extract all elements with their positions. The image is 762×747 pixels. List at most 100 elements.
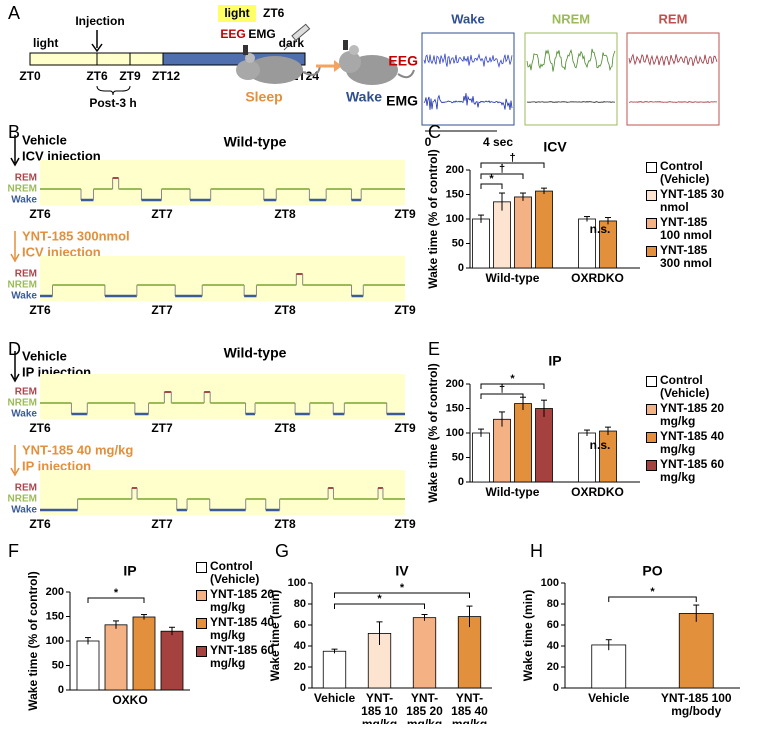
zt-label: ZT8 [274, 303, 296, 317]
state-label: NREM [8, 184, 37, 195]
zt-label: ZT6 [29, 303, 51, 317]
significance-bracket [608, 596, 697, 602]
legend-swatch [646, 190, 657, 201]
chart-title: IP [123, 563, 136, 579]
legend-swatch [646, 162, 657, 173]
x-tick-label-body: Vehicle [312, 692, 357, 705]
treatment-label: Vehicle [22, 348, 67, 363]
state-label: NREM [8, 398, 37, 409]
y-tick-label: 50 [452, 237, 464, 249]
legend-label: Control (Vehicle) [210, 560, 260, 586]
bar [104, 624, 128, 691]
legend-entry: YNT-185 60 mg/kg [646, 458, 760, 484]
injection-arrowhead [91, 43, 103, 53]
state-label: REM [15, 387, 37, 398]
y-axis-label: Wake time (min) [521, 590, 535, 682]
legend-label: YNT-185 60 mg/kg [210, 643, 275, 670]
hypnogram-title: Wild-type [224, 345, 287, 361]
significance-bracket [480, 393, 524, 399]
zt-label: ZT8 [274, 207, 296, 221]
zt-label: ZT6 [29, 421, 51, 435]
legend-swatch [646, 460, 657, 471]
y-axis-label: Wake time (% of control) [26, 571, 40, 711]
bar [535, 408, 553, 483]
zt-label: ZT12 [152, 69, 180, 83]
x-tick-text: OXRDKO [571, 486, 624, 499]
x-tick-label-body: YNT-185 20 mg/kg [402, 692, 447, 724]
y-tick-label: 50 [452, 451, 464, 463]
bar [457, 616, 482, 689]
x-tick-label-body: YNT-185 40 mg/kg [447, 692, 492, 724]
x-tick-label: OXRDKO [571, 272, 624, 285]
significance-label: * [489, 173, 494, 185]
y-tick-label: 100 [46, 635, 64, 647]
legend-swatch [646, 218, 657, 229]
legend-swatch [646, 246, 657, 257]
legend-label: YNT-185 40 mg/kg [210, 615, 275, 642]
x-tick-label-body: YNT-185 10 mg/kg [357, 692, 402, 724]
x-tick-label-body: Vehicle [565, 692, 653, 705]
significance-label: * [377, 593, 382, 605]
route-label: IP injection [22, 458, 91, 473]
legend-swatch [196, 618, 207, 629]
sleep-label: Sleep [245, 89, 282, 105]
y-axis-label: Wake time (% of control) [426, 363, 440, 503]
x-tick-text: Wild-type [485, 486, 540, 499]
zt-label: ZT8 [274, 517, 296, 531]
significance-bracket [87, 597, 145, 603]
panel-label: B [8, 122, 20, 142]
legend-label: YNT-185 30 nmol [660, 187, 725, 214]
dark-label: dark [279, 36, 305, 50]
y-tick-label: 0 [300, 682, 306, 694]
legend-swatch [646, 404, 657, 415]
y-tick-label: 150 [46, 610, 64, 622]
y-tick-label: 200 [446, 378, 464, 390]
panel-label: H [530, 541, 543, 561]
significance-label: * [114, 587, 119, 599]
legend-swatch [196, 590, 207, 601]
zt-label: ZT7 [151, 517, 173, 531]
row-label: EMG [386, 93, 418, 109]
panel-label: E [428, 339, 440, 359]
panel-label: D [8, 339, 21, 359]
chart-title: IP [548, 353, 561, 369]
significance-bracket [480, 183, 503, 189]
x-tick-text: Vehicle [588, 692, 630, 705]
transition-arrowhead [334, 60, 342, 72]
significance-bracket [480, 173, 524, 179]
legend-label: YNT-185 20 mg/kg [660, 401, 725, 428]
significance-label: * [650, 586, 655, 598]
x-tick-label-body: OXKO [70, 694, 190, 707]
y-tick-label: 0 [458, 476, 464, 488]
panel-label: G [275, 541, 289, 561]
state-label: REM [15, 269, 37, 280]
trace [628, 53, 718, 67]
treatment-label: Vehicle [22, 132, 67, 147]
y-tick-label: 50 [52, 659, 64, 671]
injection-arrowhead [10, 253, 20, 263]
x-tick-label: YNT-185 40 mg/kg [447, 692, 492, 724]
panel-label: C [428, 122, 441, 142]
bar [132, 616, 156, 691]
legend-entry: YNT-185 40 mg/kg [196, 616, 760, 642]
trace [526, 101, 615, 103]
y-tick-label: 150 [446, 402, 464, 414]
y-tick-label: 100 [541, 577, 559, 589]
note: n.s. [590, 438, 611, 452]
legend-entry: YNT-185 100 nmol [646, 216, 760, 242]
legend-entry: YNT-185 300 nmol [646, 244, 760, 270]
emg-label: EMG [248, 27, 275, 41]
y-tick-label: 100 [446, 427, 464, 439]
x-tick-text: Vehicle [313, 692, 356, 705]
legend-label: YNT-185 60 mg/kg [660, 457, 725, 484]
y-tick-label: 20 [294, 661, 306, 673]
trace-title: NREM [552, 11, 590, 26]
state-label: NREM [8, 494, 37, 505]
x-tick-label: Vehicle [565, 692, 653, 705]
legend-entry: YNT-185 20 mg/kg [646, 402, 760, 428]
state-label: Wake [11, 195, 37, 206]
row-label: EEG [388, 53, 418, 69]
x-tick-label: Wild-type [485, 486, 540, 499]
significance-label: * [510, 373, 515, 385]
